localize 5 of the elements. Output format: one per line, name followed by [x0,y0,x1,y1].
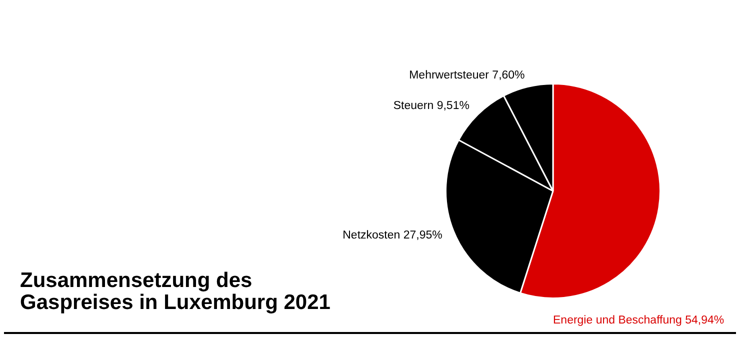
slice-label: Energie und Beschaffung 54,94% [553,314,724,326]
text: Zusammensetzung des Gaspreises in Luxemburg 2021 [20,269,332,314]
slice-label: Mehrwertsteuer 7,60% [409,69,525,82]
slice-label: Netzkosten 27,95% [342,230,442,242]
slice-label: Steuern 9,51% [393,100,470,112]
